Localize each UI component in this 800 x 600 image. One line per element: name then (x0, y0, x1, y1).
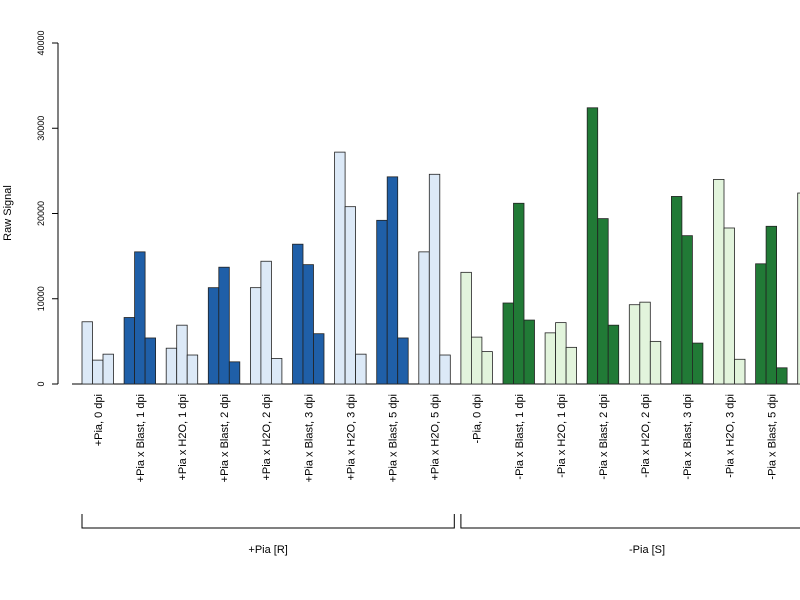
y-tick-label: 40000 (36, 30, 46, 55)
bar (755, 263, 767, 385)
bar (144, 337, 157, 385)
bar (681, 235, 693, 385)
y-tick-label: 0 (36, 381, 46, 386)
x-category-label: +Pia x H2O, 5 dpi (430, 394, 442, 481)
bar (776, 367, 788, 385)
bar (586, 107, 599, 385)
group-bracket (460, 514, 800, 529)
x-category-label: +Pia x Blast, 5 dpi (387, 394, 399, 482)
x-category-label: -Pia x Blast, 1 dpi (514, 394, 526, 480)
x-category-label: -Pia, 0 dpi (472, 394, 484, 444)
x-category-label: +Pia, 0 dpi (93, 394, 105, 446)
bar (555, 322, 567, 385)
bar (207, 287, 220, 385)
bar (186, 354, 199, 385)
bar (765, 225, 777, 385)
bar (439, 354, 451, 385)
bar (260, 260, 272, 385)
bar (102, 353, 114, 385)
bar (513, 202, 525, 385)
bar (692, 342, 704, 385)
x-category-label: +Pia x Blast, 2 dpi (219, 394, 231, 482)
bar (344, 206, 357, 385)
group-bracket (81, 514, 455, 529)
bar (502, 302, 514, 385)
x-category-label: +Pia x H2O, 3 dpi (345, 394, 357, 481)
bar (134, 251, 146, 385)
bar (249, 287, 262, 385)
bars (81, 107, 800, 385)
bar (165, 347, 178, 385)
bar (270, 358, 283, 385)
x-category-label: -Pia x Blast, 2 dpi (598, 394, 610, 480)
bar (376, 219, 388, 385)
x-category-label: -Pia x Blast, 5 dpi (766, 394, 778, 480)
bar (481, 351, 493, 385)
bar (386, 176, 399, 385)
group-label: +Pia [R] (248, 544, 287, 556)
y-tick-label: 30000 (36, 116, 46, 141)
bar (649, 340, 662, 385)
bar (639, 301, 651, 385)
bar (671, 196, 683, 385)
group-brackets: +Pia [R] -Pia [S] (81, 514, 800, 556)
x-category-label: +Pia x Blast, 3 dpi (303, 394, 315, 482)
bar (723, 227, 735, 385)
bar (713, 178, 725, 385)
bar (334, 151, 346, 385)
y-tick-label: 10000 (36, 286, 46, 311)
bar (428, 173, 441, 385)
bar (81, 321, 93, 385)
bar (123, 317, 135, 385)
y-axis: 0 10000 20000 30000 40000 (36, 30, 59, 387)
bar (418, 251, 430, 385)
y-tick-label: 20000 (36, 201, 46, 226)
bar (470, 336, 483, 385)
x-category-label: -Pia x H2O, 2 dpi (640, 394, 652, 478)
x-category-label: +Pia x H2O, 2 dpi (261, 394, 273, 481)
bar (628, 304, 641, 385)
bar (176, 324, 188, 385)
bar (355, 353, 367, 385)
bar (607, 324, 620, 385)
bar (228, 361, 241, 385)
bar (797, 192, 800, 385)
y-axis-label: Raw Signal (2, 185, 14, 241)
bar (460, 271, 472, 385)
bar (397, 337, 409, 385)
bar (565, 346, 577, 385)
bar (292, 243, 304, 385)
x-category-label: +Pia x Blast, 1 dpi (135, 394, 147, 482)
bar (523, 319, 535, 385)
x-category-label: -Pia x H2O, 3 dpi (724, 394, 736, 478)
bar (302, 264, 314, 385)
bar (734, 358, 746, 385)
bar (218, 266, 230, 385)
x-category-label: +Pia x H2O, 1 dpi (177, 394, 189, 481)
group-label: -Pia [S] (629, 544, 665, 556)
bar (597, 218, 609, 385)
x-category-label: -Pia x H2O, 1 dpi (556, 394, 568, 478)
category-labels: +Pia, 0 dpi +Pia x Blast, 1 dpi +Pia x H2O… (93, 394, 779, 482)
bar (313, 333, 325, 385)
bar (92, 359, 104, 385)
x-category-label: -Pia x Blast, 3 dpi (682, 394, 694, 480)
bar (544, 332, 556, 385)
